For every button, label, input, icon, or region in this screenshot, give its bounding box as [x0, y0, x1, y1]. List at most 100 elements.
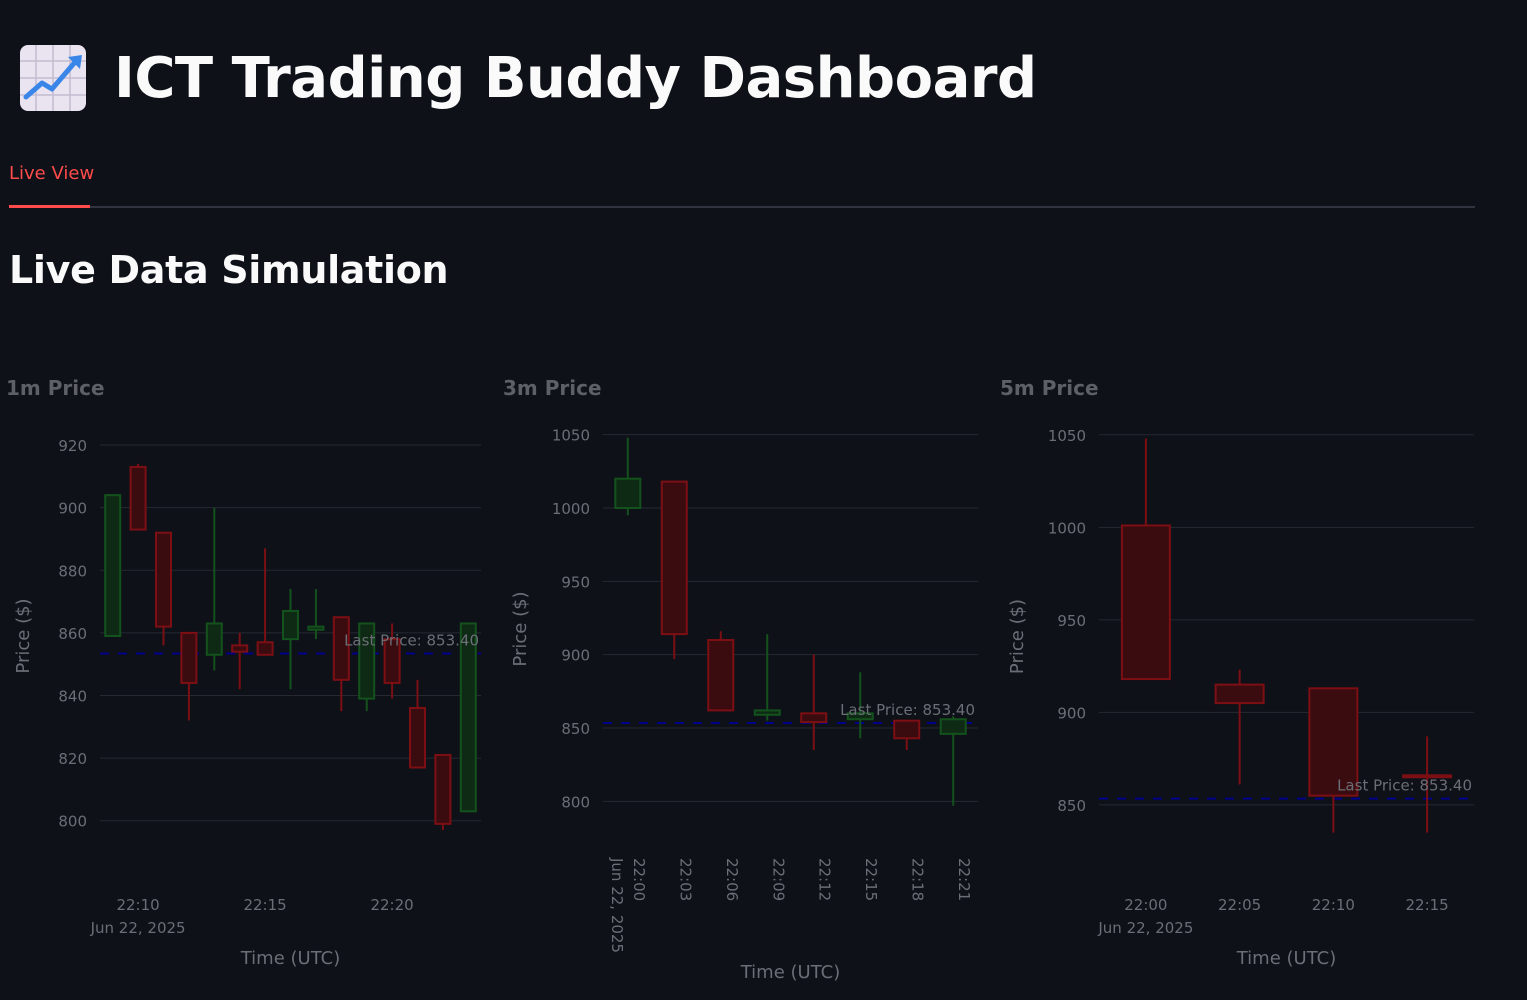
chart-5m-price[interactable]: 5m Price 850 900 950 1000 1050 Last Price: 85…: [994, 360, 1491, 990]
page-header: ICT Trading Buddy Dashboard: [20, 40, 1037, 116]
y-tick-label: 850: [561, 720, 590, 738]
candle-decreasing: [231, 632, 249, 690]
y-tick-label: 950: [561, 573, 590, 591]
candle-increasing: [358, 622, 376, 712]
candle-body: [282, 609, 299, 641]
candle-body: [129, 465, 147, 531]
y-tick-label: 820: [58, 750, 87, 768]
candle-body: [256, 641, 274, 656]
candle-body: [614, 477, 642, 509]
last-price-label: Last Price: 853.40: [1337, 777, 1472, 795]
x-tick-label: 22:15: [862, 858, 880, 901]
candle-decreasing: [155, 531, 172, 646]
candle-body: [846, 712, 874, 721]
candle-decreasing: [1308, 687, 1359, 833]
x-tick-label: 22:10: [1312, 896, 1355, 914]
chart-3m-price[interactable]: 3m Price 800 850 900 950 1000 1050 Last Price:…: [497, 360, 994, 990]
x-tick-label: 22:03: [676, 858, 694, 901]
x-tick-label: 22:10: [116, 896, 159, 914]
x-tick-label: 22:21: [955, 858, 973, 901]
candle-increasing: [846, 672, 874, 739]
candle-body: [1402, 774, 1453, 779]
candle-body: [231, 644, 249, 653]
x-tick-label: 22:15: [243, 896, 286, 914]
x-tick-label: 22:15: [1406, 896, 1449, 914]
candle-body: [104, 494, 122, 637]
candle-increasing: [104, 494, 122, 637]
candle-decreasing: [1214, 669, 1265, 785]
candle-decreasing: [332, 616, 350, 712]
candle-body: [205, 622, 223, 656]
candle-body: [180, 631, 198, 684]
x-tick-sublabel: Jun 22, 2025: [1097, 919, 1193, 937]
candle-body: [383, 638, 401, 684]
candle-decreasing: [409, 679, 426, 769]
candle-increasing: [205, 507, 223, 671]
chart-3m-plot[interactable]: 800 850 900 950 1000 1050 Last Price: 853.40 22…: [497, 360, 994, 990]
candle-body: [893, 719, 921, 740]
candle-body: [434, 753, 452, 825]
y-tick-label: 850: [1057, 797, 1086, 815]
candle-decreasing: [180, 631, 198, 721]
candle-body: [307, 625, 325, 631]
chart-5m-plot[interactable]: 850 900 950 1000 1050 Last Price: 853.40 22:00…: [994, 360, 1491, 990]
y-axis-title: Price ($): [1007, 599, 1028, 674]
x-tick-label: 22:12: [816, 858, 834, 901]
section-heading: Live Data Simulation: [9, 248, 449, 292]
candle-body: [800, 712, 828, 724]
candle-decreasing: [800, 654, 828, 750]
candle-body: [753, 709, 781, 716]
y-tick-label: 1000: [552, 500, 590, 518]
candle-decreasing: [129, 463, 147, 531]
candle-body: [409, 707, 426, 769]
chart-increasing-icon: [20, 45, 86, 111]
tab-bar: Live View: [9, 158, 1475, 208]
x-tick-label: 22:18: [909, 858, 927, 901]
candle-decreasing: [660, 480, 688, 660]
active-tab-indicator: [9, 205, 90, 208]
chart-title: 3m Price: [503, 376, 602, 400]
candle-increasing: [614, 437, 642, 516]
page-title: ICT Trading Buddy Dashboard: [114, 45, 1037, 111]
candle-body: [1308, 687, 1359, 797]
x-axis-title: Time (UTC): [740, 962, 841, 983]
y-tick-label: 900: [561, 647, 590, 665]
candle-increasing: [939, 716, 967, 806]
y-tick-label: 920: [58, 437, 87, 455]
candle-decreasing: [383, 623, 401, 699]
candle-increasing: [282, 589, 299, 690]
y-axis-title: Price ($): [510, 591, 531, 666]
chart-1m-price[interactable]: 1m Price 800 820 840 860 880 900 920 Last Price…: [0, 360, 497, 990]
x-tick-label: 22:09: [769, 858, 787, 901]
x-axis-title: Time (UTC): [240, 948, 341, 969]
y-tick-label: 950: [1057, 612, 1086, 630]
y-tick-label: 840: [58, 687, 87, 705]
candle-decreasing: [707, 631, 735, 712]
candle-body: [660, 480, 688, 636]
chart-1m-plot[interactable]: 800 820 840 860 880 900 920 Last Price: 853.40 2…: [0, 360, 497, 990]
candle-increasing: [753, 634, 781, 721]
y-tick-label: 800: [58, 813, 87, 831]
y-tick-label: 900: [1057, 704, 1086, 722]
candle-body: [332, 616, 350, 681]
y-tick-label: 1000: [1048, 519, 1086, 537]
candle-body: [155, 531, 172, 628]
candle-body: [1120, 524, 1171, 681]
tab-live-view[interactable]: Live View: [9, 163, 95, 184]
x-tick-sublabel: Jun 22, 2025: [90, 919, 186, 937]
candle-body: [358, 622, 376, 700]
x-axis-title: Time (UTC): [1236, 948, 1337, 969]
x-tick-label: 22:20: [370, 896, 413, 914]
y-tick-label: 900: [58, 500, 87, 518]
chart-title: 5m Price: [1000, 376, 1099, 400]
candle-decreasing: [1402, 736, 1453, 833]
x-tick-label: 22:00: [1124, 896, 1167, 914]
candle-decreasing: [434, 753, 452, 831]
x-tick-sublabel: Jun 22, 2025: [608, 857, 626, 953]
candle-increasing: [307, 589, 325, 640]
y-tick-label: 1050: [552, 427, 590, 445]
candle-decreasing: [893, 719, 921, 750]
y-tick-label: 800: [561, 793, 590, 811]
x-tick-label: 22:00: [630, 858, 648, 901]
candle-body: [459, 622, 477, 813]
